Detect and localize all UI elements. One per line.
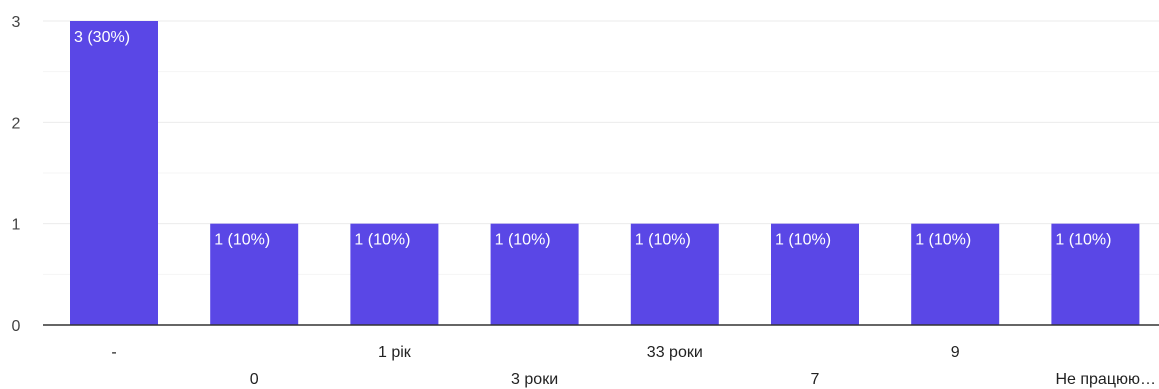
y-tick-labels: 0 1 2 3 (12, 14, 21, 335)
bar-data-label: 1 (10%) (495, 232, 551, 249)
x-tick-label: Не працюю… (1055, 371, 1156, 388)
bar (1051, 223, 1140, 325)
bar-data-label: 3 (30%) (74, 29, 130, 46)
bars (70, 21, 1140, 325)
x-tick-label: 0 (250, 371, 259, 388)
bar-data-label: 1 (10%) (915, 232, 971, 249)
x-tick-labels: - 0 1 рік 3 роки 33 роки 7 9 Не працюю… (111, 344, 1156, 388)
x-tick-label: - (111, 344, 116, 361)
bar-data-label: 1 (10%) (1055, 232, 1111, 249)
x-tick-label: 7 (811, 371, 820, 388)
y-tick-label: 2 (12, 115, 21, 132)
bar (350, 223, 439, 325)
y-tick-label: 1 (12, 217, 21, 234)
bar (630, 223, 719, 325)
bar (70, 21, 158, 325)
bar (771, 223, 859, 325)
bar (490, 223, 579, 325)
bar (210, 223, 299, 325)
bar-data-label: 1 (10%) (635, 232, 691, 249)
x-tick-label: 3 роки (511, 371, 558, 388)
x-tick-label: 33 роки (647, 344, 703, 361)
bar-data-label: 1 (10%) (354, 232, 410, 249)
x-tick-label: 9 (951, 344, 960, 361)
x-tick-label: 1 рік (378, 344, 412, 361)
y-tick-label: 3 (12, 14, 21, 31)
bar (911, 223, 1000, 325)
y-tick-label: 0 (12, 318, 21, 335)
bar-data-label: 1 (10%) (214, 232, 270, 249)
bar-data-labels: 3 (30%) 1 (10%) 1 (10%) 1 (10%) 1 (10%) 1 (10… (74, 29, 1111, 249)
bar-data-label: 1 (10%) (775, 232, 831, 249)
